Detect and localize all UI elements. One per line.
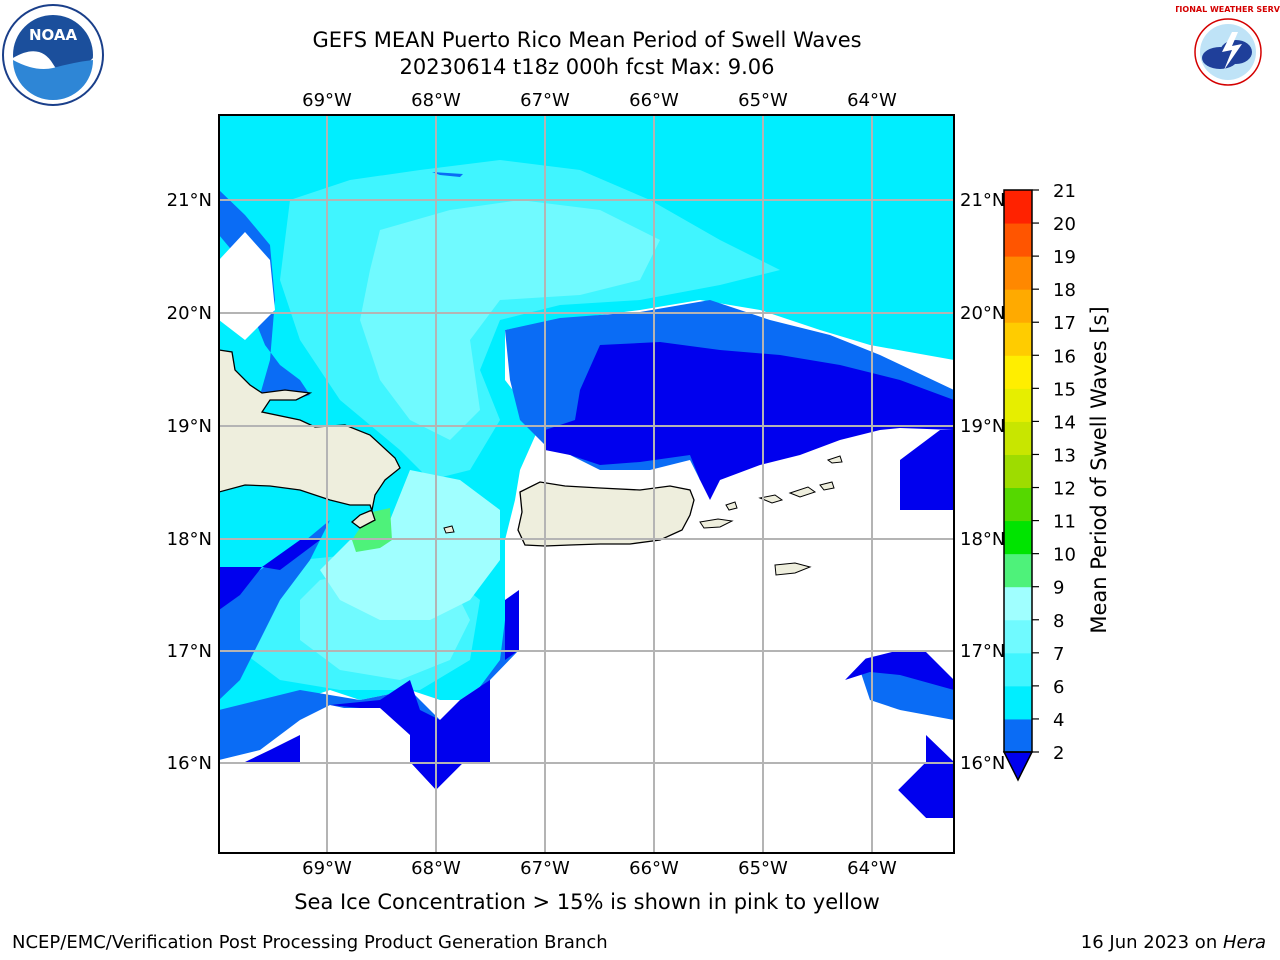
lon-label-bottom: 65°W: [738, 858, 788, 879]
colorbar-tick-label: 21: [1053, 181, 1076, 202]
nws-logo-text: NATIONAL WEATHER SERVICE: [1176, 5, 1280, 14]
colorbar-segment: [1004, 421, 1032, 455]
colorbar-segment: [1004, 685, 1032, 720]
lat-label-right: 17°N: [960, 641, 1005, 662]
contour-8-9: [320, 470, 500, 620]
contour-2-4-east: [860, 665, 954, 720]
run-date: 16 Jun 2023 on Hera: [1081, 932, 1266, 953]
colorbar-tick-label: 7: [1053, 644, 1064, 665]
colorbar-tick-label: 10: [1053, 545, 1076, 566]
land-mona: [443, 525, 455, 534]
lon-label-top: 65°W: [738, 90, 788, 111]
lon-label-bottom: 66°W: [629, 858, 679, 879]
land-small-north: [432, 172, 463, 177]
contour-under-2-south: [330, 590, 519, 790]
colorbar-segment: [1004, 619, 1032, 654]
contour-7-8: [300, 200, 660, 680]
colorbar-segment: [1004, 190, 1032, 224]
colorbar: 2 4 6 7 8 9 10 11 12 13 14 15 16 17 18 19 20 21: [1002, 181, 1076, 782]
colorbar-tick-label: 20: [1053, 214, 1076, 235]
lat-label-right: 16°N: [960, 753, 1005, 774]
land-st-croix: [774, 562, 812, 576]
colorbar-tick-label: 15: [1053, 379, 1076, 400]
colorbar-segment: [1004, 322, 1032, 356]
contour-2-4-south: [219, 520, 520, 760]
colorbar-segment: [1004, 652, 1032, 687]
lon-label-top: 68°W: [411, 90, 461, 111]
land-virgin-islands: [758, 455, 843, 504]
lon-label-bottom: 67°W: [520, 858, 570, 879]
lat-label-right: 19°N: [960, 416, 1005, 437]
colorbar-segment: [1004, 289, 1032, 323]
lat-label-right: 21°N: [960, 190, 1005, 211]
map-title: GEFS MEAN Puerto Rico Mean Period of Swe…: [312, 28, 862, 52]
colorbar-tick-label: 13: [1053, 445, 1076, 466]
colorbar-segment: [1004, 586, 1032, 621]
lat-label-right: 20°N: [960, 303, 1005, 324]
colorbar-segment: [1004, 718, 1032, 753]
lon-label-bottom: 64°W: [847, 858, 897, 879]
lon-label-top: 64°W: [847, 90, 897, 111]
land-vieques: [699, 518, 734, 529]
lon-label-top: 67°W: [520, 90, 570, 111]
colorbar-tick-label: 18: [1053, 280, 1076, 301]
colorbar-tick-label: 8: [1053, 611, 1064, 632]
land-puerto-rico: [517, 481, 695, 547]
lat-label-left: 18°N: [167, 529, 212, 550]
colorbar-tick-label: 4: [1053, 710, 1064, 731]
contour-9-10: [352, 508, 392, 552]
colorbar-tick-label: 19: [1053, 247, 1076, 268]
lat-label-left: 20°N: [167, 303, 212, 324]
land-culebra: [725, 501, 738, 511]
lat-label-left: 17°N: [167, 641, 212, 662]
colorbar-segment: [1004, 256, 1032, 290]
colorbar-tick-label: 16: [1053, 346, 1076, 367]
colorbar-tick-label: 14: [1053, 412, 1076, 433]
contour-under-2-north: [545, 342, 954, 500]
colorbar-segment: [1004, 223, 1032, 257]
producer-credit: NCEP/EMC/Verification Post Processing Pr…: [12, 932, 608, 953]
colorbar-tick-label: 9: [1053, 578, 1064, 599]
lat-label-left: 21°N: [167, 190, 212, 211]
noaa-logo-text: NOAA: [29, 26, 78, 44]
colorbar-label: Mean Period of Swell Waves [s]: [1087, 306, 1111, 633]
contour-under-2-east: [655, 430, 954, 818]
sea-ice-note: Sea Ice Concentration > 15% is shown in …: [294, 890, 880, 914]
mask-south-central: [219, 455, 954, 853]
colorbar-segment: [1004, 388, 1032, 422]
colorbar-segment: [1004, 487, 1032, 522]
colorbar-segment: [1004, 553, 1032, 588]
land-hispaniola: [219, 349, 401, 529]
map-subtitle: 20230614 t18z 000h fcst Max: 9.06: [399, 55, 775, 79]
lon-label-top: 66°W: [629, 90, 679, 111]
contour-under-2-southwest: [219, 540, 320, 610]
colorbar-frame: [1003, 189, 1033, 753]
colorbar-tick-label: 11: [1053, 512, 1076, 533]
lat-label-right: 18°N: [960, 529, 1005, 550]
colorbar-tick-label: 6: [1053, 677, 1064, 698]
lon-label-bottom: 68°W: [411, 858, 461, 879]
map-frame: [218, 114, 955, 854]
colorbar-tick-label: 12: [1053, 479, 1076, 500]
colorbar-tick-label: 2: [1053, 743, 1064, 764]
lon-label-top: 69°W: [302, 90, 352, 111]
nws-logo: NATIONAL WEATHER SERVICE: [1176, 5, 1280, 98]
host-name: Hera: [1222, 932, 1266, 953]
swell-period-field: [219, 115, 954, 853]
noaa-logo: NOAA: [2, 4, 104, 106]
colorbar-segment: [1004, 454, 1032, 489]
colorbar-segment: [1004, 355, 1032, 389]
run-date-text: 16 Jun 2023 on: [1080, 932, 1223, 953]
graticule: [219, 115, 954, 853]
colorbar-tick-label: 17: [1053, 313, 1076, 334]
lon-label-bottom: 69°W: [302, 858, 352, 879]
colorbar-segment: [1004, 520, 1032, 555]
lat-label-left: 16°N: [167, 753, 212, 774]
colorbar-under-extension: [1002, 751, 1034, 782]
lat-label-left: 19°N: [167, 416, 212, 437]
